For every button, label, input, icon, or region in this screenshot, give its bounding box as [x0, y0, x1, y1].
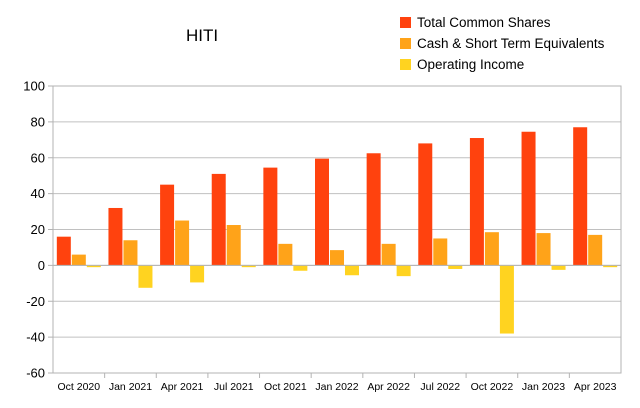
bar [366, 153, 381, 266]
y-tick-label: 0 [38, 258, 45, 273]
bar [226, 225, 241, 266]
y-tick-label: -20 [26, 294, 45, 309]
bar [418, 143, 433, 266]
x-tick-label: Apr 2022 [367, 381, 410, 393]
x-tick-label: Oct 2020 [58, 381, 101, 393]
bar [175, 220, 190, 266]
x-tick-label: Jan 2021 [109, 381, 152, 393]
bar [521, 131, 536, 266]
bar [448, 265, 463, 269]
y-tick-label: 40 [31, 186, 45, 201]
bar [71, 254, 86, 266]
bar [56, 236, 71, 266]
bar [190, 265, 205, 283]
bar [536, 233, 551, 266]
bar [381, 243, 396, 266]
bar [138, 265, 153, 288]
legend-item-cash-short-term: Cash & Short Term Equivalents [400, 33, 604, 54]
bar [345, 265, 359, 276]
y-tick-label: 20 [31, 222, 45, 237]
x-tick-label: Oct 2021 [264, 381, 307, 393]
legend-swatch-cash-short-term [400, 38, 411, 49]
bar [396, 265, 411, 277]
legend-label-operating-income: Operating Income [417, 57, 525, 72]
bar [278, 243, 293, 266]
plot-frame [52, 85, 622, 374]
bar [551, 265, 566, 270]
x-tick-label: Apr 2021 [161, 381, 204, 393]
bar [211, 173, 226, 266]
bar [573, 127, 588, 266]
bar [433, 238, 448, 266]
x-tick-label: Oct 2022 [471, 381, 514, 393]
y-tick-label: 80 [31, 114, 45, 129]
bar [330, 250, 344, 266]
bar [588, 234, 603, 266]
bar [469, 138, 484, 266]
x-tick-label: Jul 2021 [214, 381, 254, 393]
y-tick-label: 100 [23, 79, 45, 94]
x-tick-label: Apr 2023 [574, 381, 617, 393]
bar [160, 184, 175, 266]
bar [108, 207, 123, 266]
bar [484, 232, 499, 266]
bar [293, 265, 308, 271]
chart-title: HITI [186, 26, 219, 45]
bar [86, 265, 101, 268]
y-tick-label: -40 [26, 330, 45, 345]
bar [123, 240, 138, 266]
legend-item-total-common-shares: Total Common Shares [400, 12, 604, 33]
legend-label-cash-short-term: Cash & Short Term Equivalents [417, 36, 605, 51]
x-tick-label: Jul 2022 [420, 381, 460, 393]
x-tick-label: Jan 2023 [522, 381, 565, 393]
legend-item-operating-income: Operating Income [400, 54, 604, 75]
bar [603, 265, 618, 268]
legend-swatch-total-common-shares [400, 17, 411, 28]
bar [499, 265, 514, 334]
legend: Total Common Shares Cash & Short Term Eq… [400, 12, 604, 75]
bar [263, 167, 278, 266]
legend-label-total-common-shares: Total Common Shares [417, 15, 551, 30]
legend-swatch-operating-income [400, 59, 411, 70]
x-tick-label: Jan 2022 [315, 381, 358, 393]
bar [241, 265, 256, 268]
y-tick-label: 60 [31, 150, 45, 165]
bar [315, 158, 329, 266]
y-tick-label: -60 [26, 366, 45, 381]
